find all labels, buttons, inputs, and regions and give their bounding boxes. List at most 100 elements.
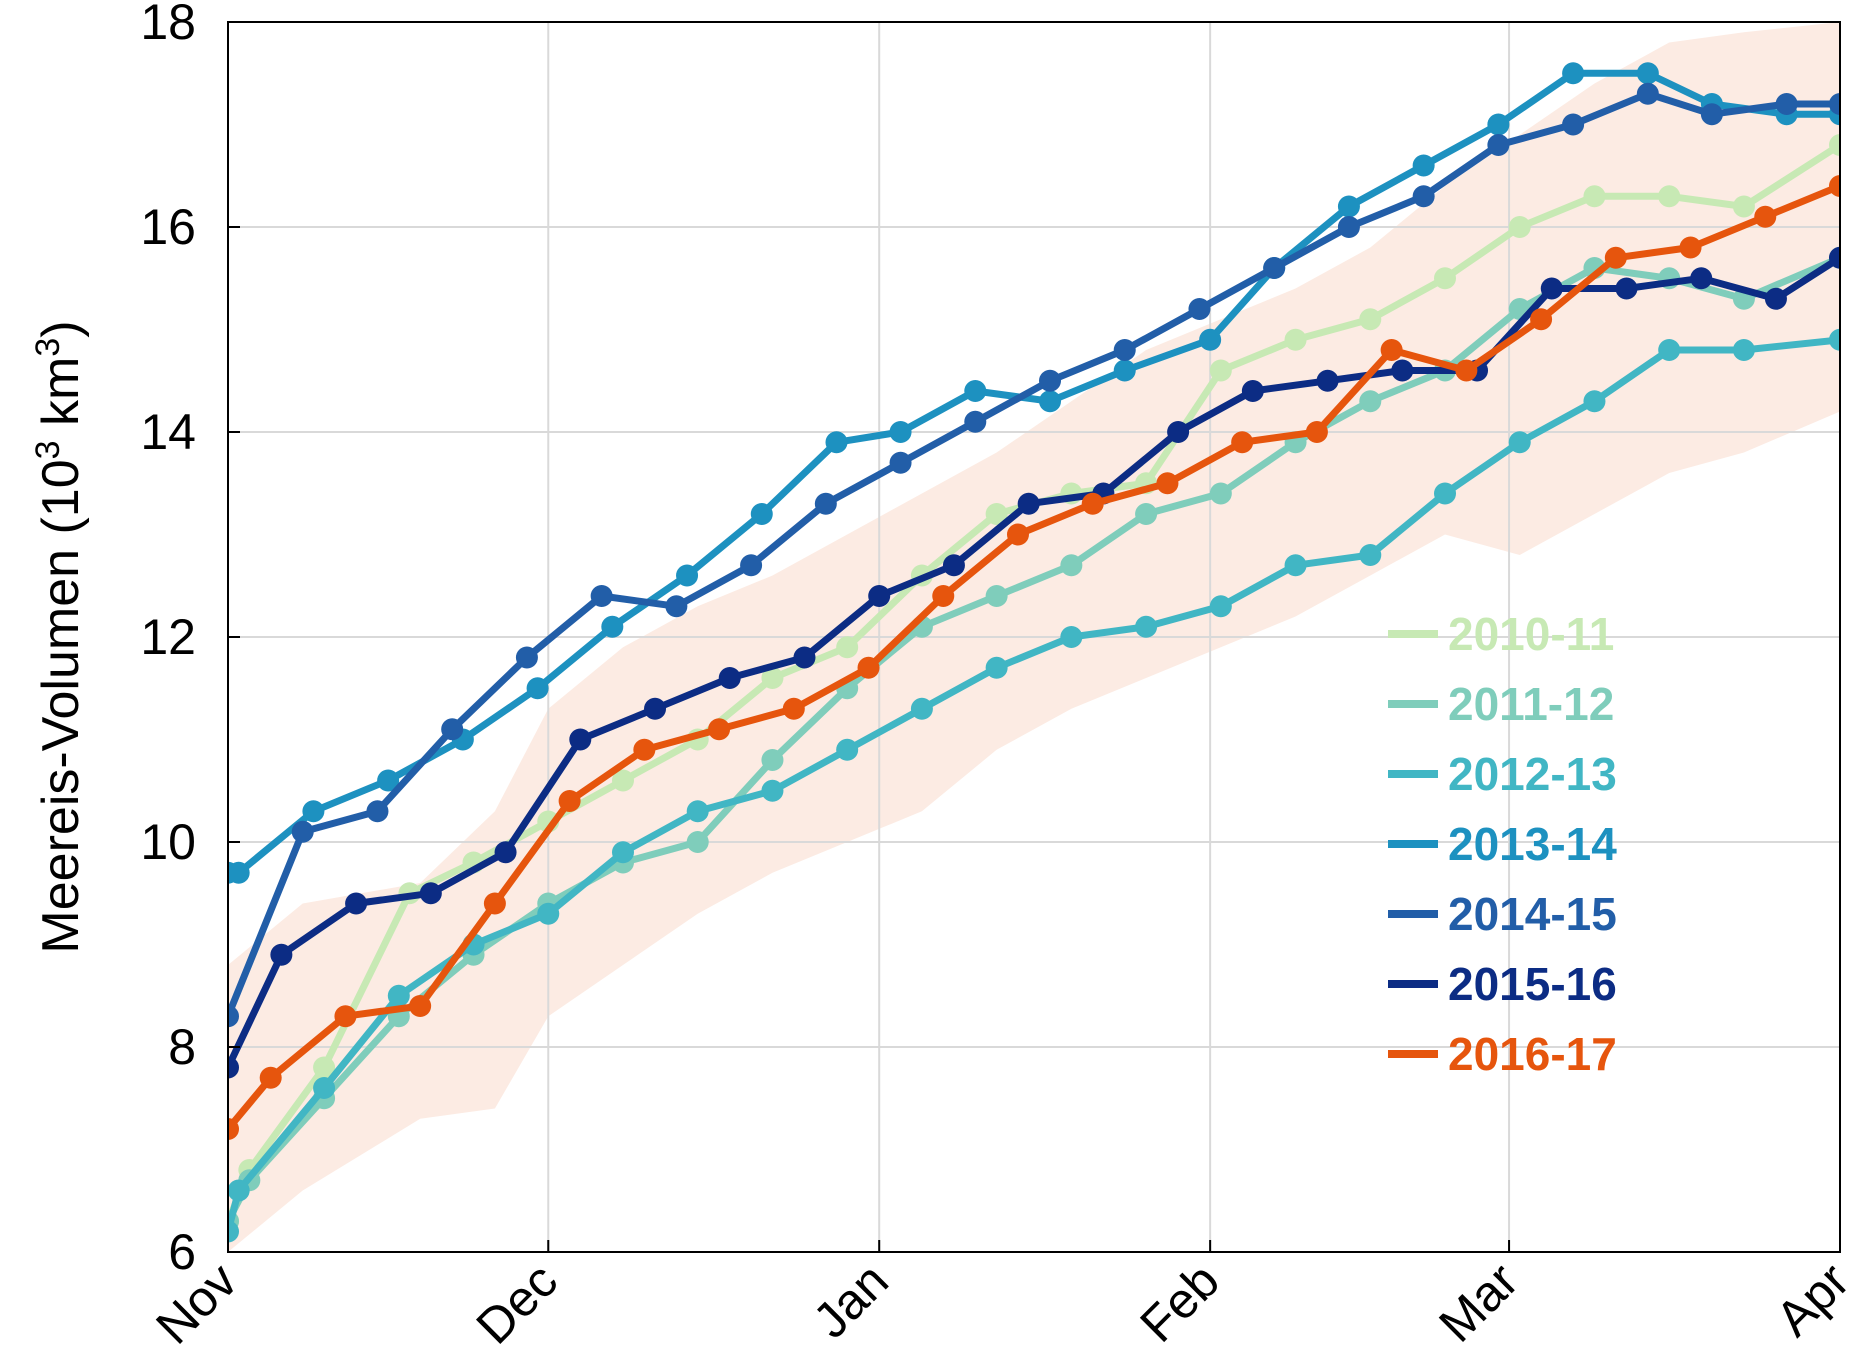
data-point (228, 1056, 239, 1079)
data-point (740, 554, 763, 577)
data-point (985, 503, 1008, 525)
data-point (441, 718, 464, 741)
data-point (1829, 134, 1840, 156)
data-point (1135, 503, 1158, 525)
data-point (345, 892, 368, 915)
data-point (228, 1179, 250, 1202)
data-point (228, 1005, 239, 1028)
data-point (1017, 492, 1040, 515)
data-point (932, 585, 955, 607)
data-point (1829, 246, 1840, 269)
data-point (686, 831, 709, 853)
data-point (1562, 113, 1585, 136)
data-point (569, 728, 592, 751)
data-point (1359, 308, 1382, 331)
data-point (1156, 472, 1179, 495)
data-point (483, 892, 506, 915)
data-point (868, 585, 891, 607)
y-axis-label-exp1: 3 (29, 440, 67, 459)
data-point (590, 585, 613, 607)
data-point (1764, 287, 1787, 310)
x-tick-label: Mar (1428, 1252, 1528, 1352)
data-point (676, 564, 699, 587)
x-tick-labels: Nov Dec Jan Feb Mar Apr (145, 1252, 1859, 1354)
data-point (761, 779, 784, 802)
data-point (494, 841, 517, 864)
data-point (964, 380, 987, 402)
data-point (1508, 431, 1531, 454)
data-point (1829, 328, 1840, 351)
y-tick-label: 14 (140, 404, 196, 460)
x-tick-label: Dec (466, 1252, 568, 1354)
data-point (1039, 390, 1062, 413)
data-point (1039, 369, 1062, 392)
data-point (302, 800, 325, 823)
data-point (836, 738, 859, 761)
grid-layer (228, 22, 1840, 1252)
data-point (1060, 626, 1083, 648)
legend-item: 2012-13 (1388, 748, 1617, 800)
data-point (761, 667, 784, 689)
data-point (1615, 277, 1638, 300)
data-point (1508, 216, 1531, 238)
data-point (1658, 339, 1681, 361)
data-point (1604, 246, 1627, 269)
data-point (1199, 328, 1222, 351)
data-point (793, 646, 816, 669)
data-point (985, 656, 1008, 679)
legend-item: 2016-17 (1388, 1028, 1617, 1080)
data-point (750, 503, 773, 525)
data-point (1412, 185, 1435, 208)
data-point (836, 636, 859, 659)
data-point (1562, 62, 1585, 85)
y-axis-label: Meereis-Volumen (103 km3) (29, 320, 90, 953)
legend-item: 2013-14 (1388, 818, 1617, 870)
data-point (1188, 298, 1211, 320)
series-2010-11 (228, 134, 1840, 1233)
data-point (708, 718, 731, 741)
data-point (633, 738, 656, 761)
series-2016-17 (228, 175, 1840, 1140)
data-point (644, 697, 667, 720)
tick-layer (227, 21, 1841, 1253)
data-point (291, 820, 314, 843)
data-point (1209, 595, 1232, 618)
data-point (377, 769, 400, 792)
data-point (1359, 544, 1382, 566)
data-point (1530, 308, 1553, 331)
data-point (1167, 421, 1190, 443)
legend-item: 2014-15 (1388, 888, 1617, 940)
data-point (686, 800, 709, 823)
data-point (1060, 554, 1083, 577)
data-point (409, 995, 432, 1017)
legend-label: 2013-14 (1448, 818, 1617, 870)
data-point (228, 1220, 239, 1243)
legend-label: 2015-16 (1448, 958, 1617, 1010)
data-point (1305, 421, 1328, 443)
data-point (558, 790, 581, 812)
data-point (1700, 103, 1723, 126)
data-point (1455, 359, 1478, 382)
data-point (1754, 205, 1777, 228)
series-layer (228, 62, 1840, 1243)
data-point (1284, 328, 1307, 351)
data-point (1583, 390, 1606, 413)
y-tick-label: 12 (140, 609, 196, 665)
data-point (1081, 492, 1104, 515)
data-point (1412, 154, 1435, 177)
data-point (419, 882, 442, 905)
data-point (1135, 615, 1158, 638)
data-point (910, 697, 933, 720)
data-point (1829, 93, 1840, 115)
data-point (1690, 267, 1713, 290)
data-point (1284, 554, 1307, 577)
data-point (366, 800, 389, 823)
data-point (1209, 359, 1232, 382)
series-2013-14 (228, 62, 1840, 884)
legend-label: 2014-15 (1448, 888, 1617, 940)
data-point (313, 1056, 336, 1079)
x-tick-label: Jan (802, 1252, 899, 1349)
y-tick-label: 18 (140, 0, 196, 50)
data-point (942, 554, 965, 577)
